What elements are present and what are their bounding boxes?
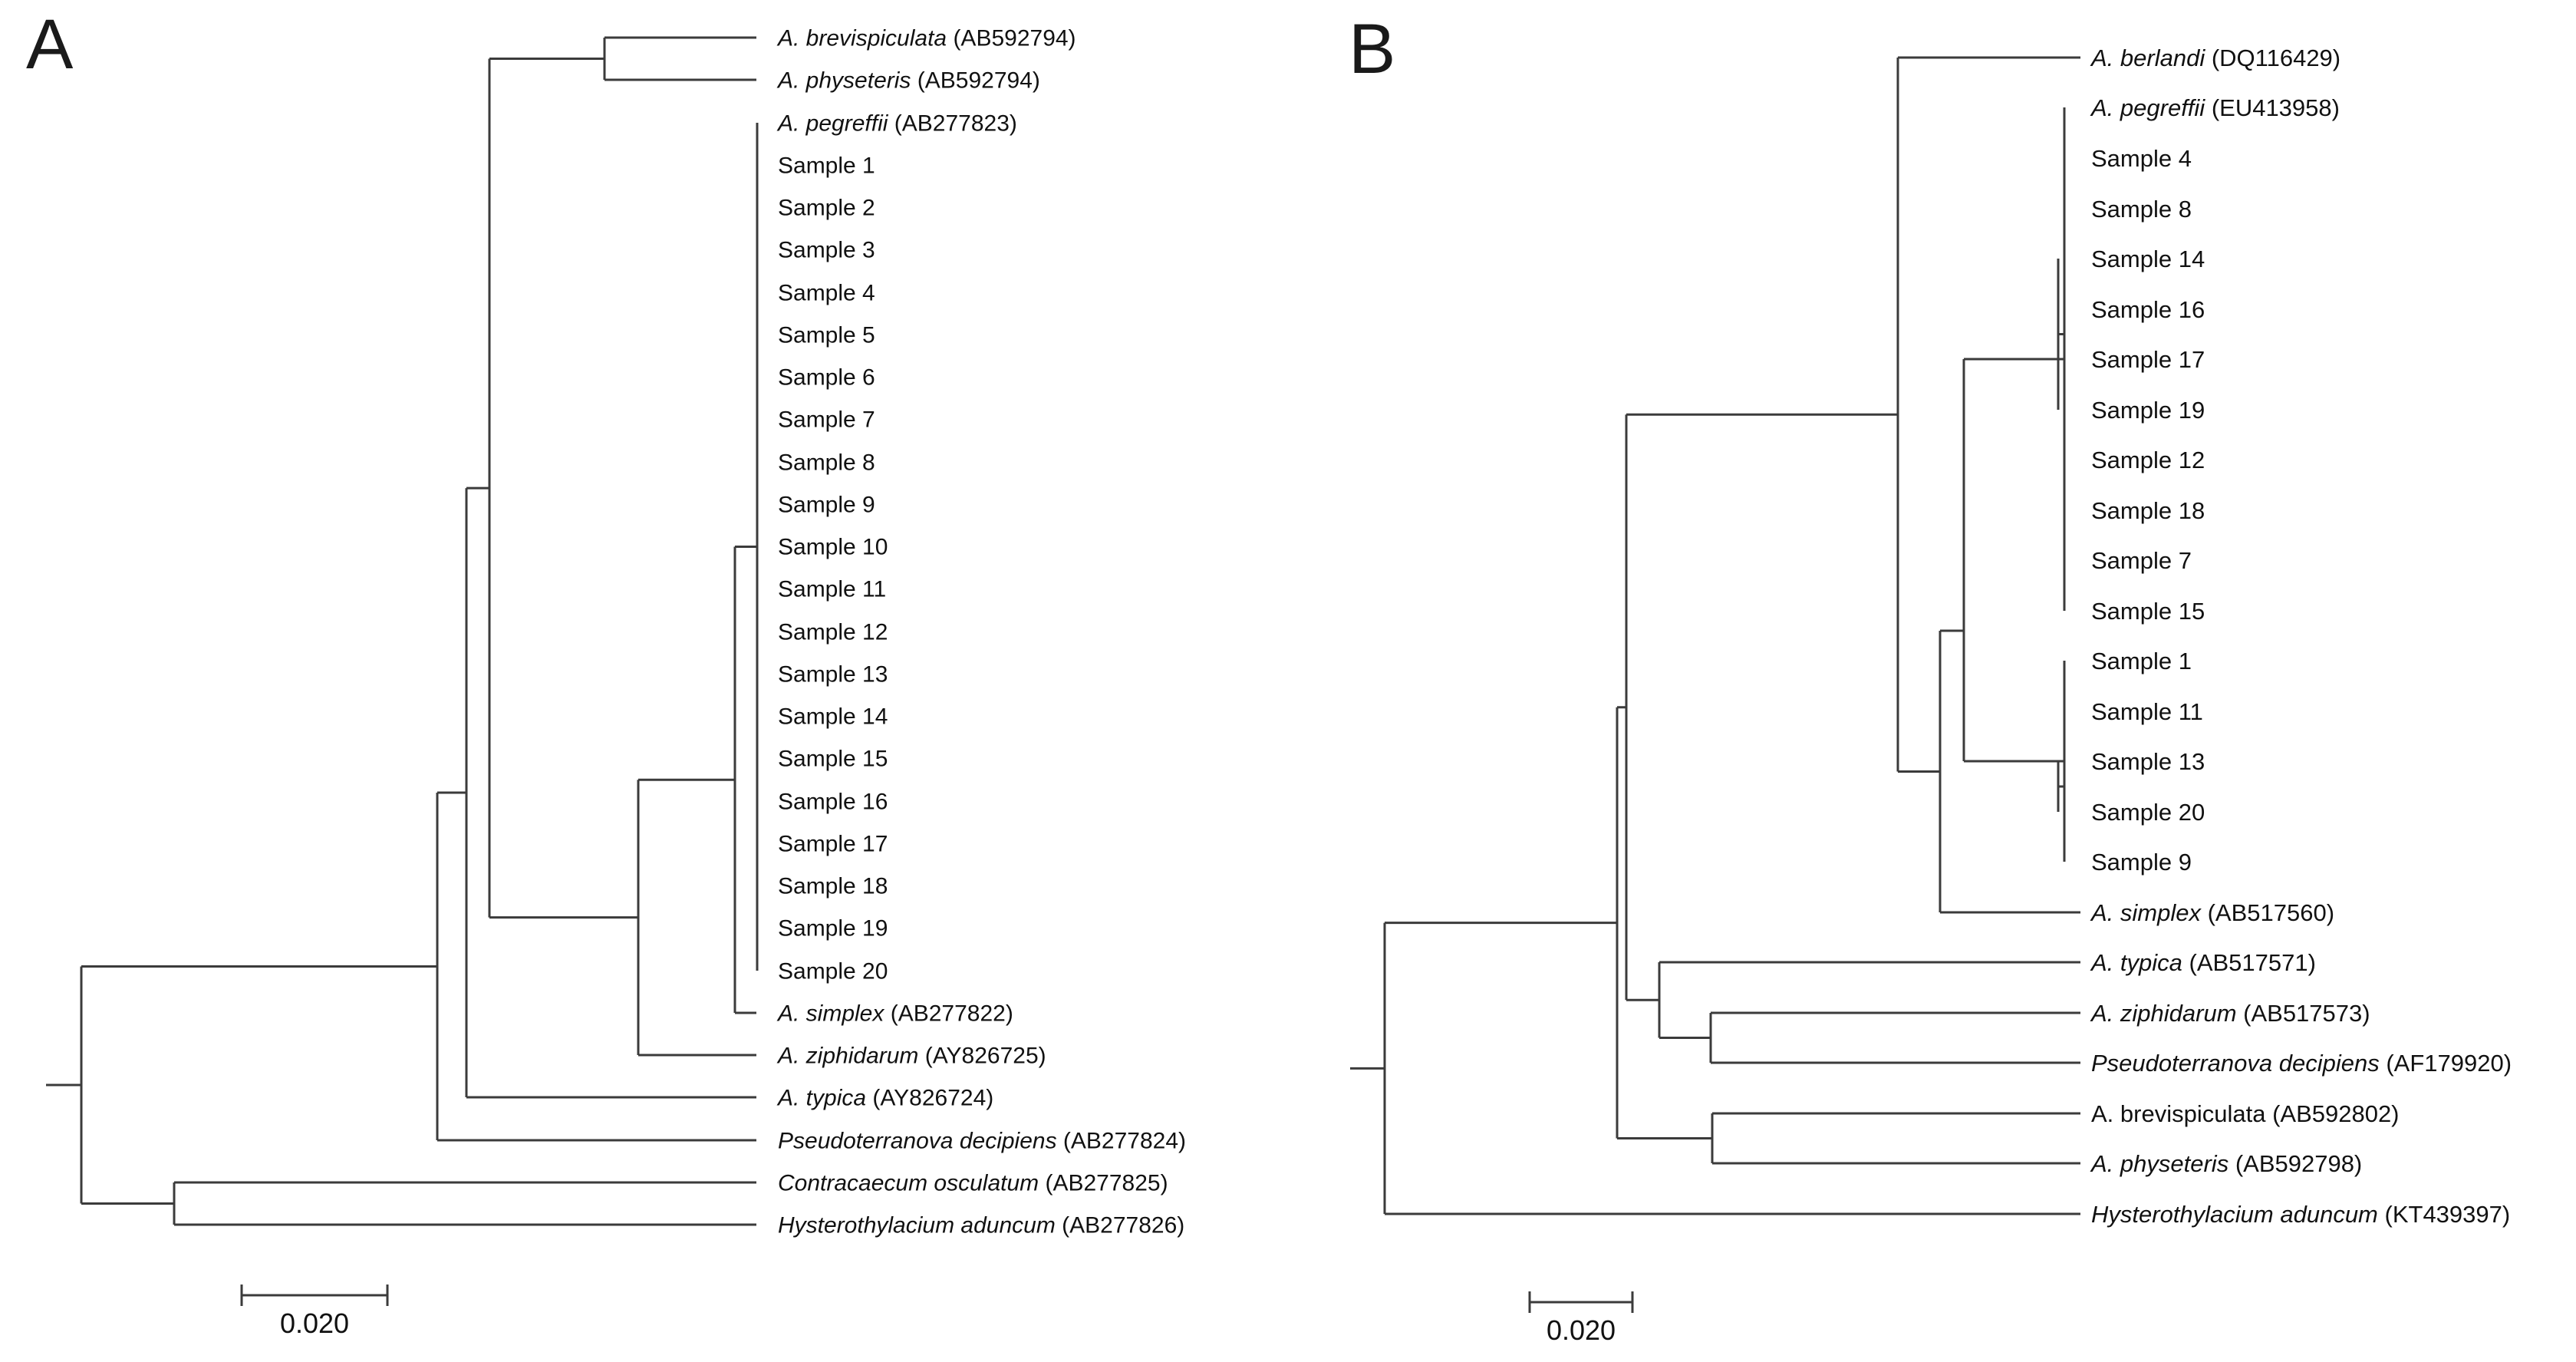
- leaf-label: Sample 9: [2091, 849, 2192, 876]
- leaf-label: Sample 12: [2091, 447, 2205, 473]
- leaf-label: Sample 18: [778, 874, 888, 899]
- leaf-label: Sample 5: [778, 323, 875, 348]
- leaf-label: Pseudoterranova decipiens (AB277824): [778, 1129, 1186, 1154]
- leaf-label: A. ziphidarum (AB517573): [2090, 1000, 2370, 1027]
- leaf-label: Sample 1: [778, 153, 875, 179]
- leaf-label: A. physeteris (AB592794): [776, 68, 1040, 94]
- leaf-label: Sample 17: [2091, 346, 2205, 373]
- leaf-label: Sample 15: [778, 747, 888, 772]
- leaf-label: Sample 15: [2091, 598, 2205, 625]
- leaf-label: Sample 20: [778, 959, 888, 984]
- leaf-label: Sample 16: [778, 790, 888, 815]
- leaf-label: Pseudoterranova decipiens (AF179920): [2091, 1050, 2512, 1077]
- leaf-label: A. typica (AB517571): [2090, 949, 2316, 976]
- leaf-label: Sample 4: [778, 281, 875, 306]
- leaf-label: Sample 1: [2091, 648, 2192, 674]
- leaf-label: Sample 11: [2091, 698, 2203, 725]
- leaf-label: A. physeteris (AB592798): [2090, 1150, 2362, 1177]
- leaf-label: Sample 7: [2091, 547, 2192, 574]
- leaf-label: Sample 6: [778, 365, 875, 391]
- leaf-label: Contracaecum osculatum (AB277825): [778, 1171, 1168, 1196]
- panel-b-scale-bar-label: 0.020: [1546, 1314, 1616, 1346]
- leaf-label: A. typica (AY826724): [776, 1086, 993, 1111]
- leaf-label: Sample 10: [778, 535, 888, 560]
- leaf-label: Sample 13: [778, 662, 888, 688]
- leaf-label: Sample 12: [778, 620, 888, 645]
- leaf-label: A. berlandi (DQ116429): [2090, 45, 2340, 71]
- leaf-label: Hysterothylacium aduncum (KT439397): [2091, 1201, 2510, 1228]
- panel-b-tree: A. berlandi (DQ116429) A. pegreffii (EU41…: [1350, 45, 2512, 1313]
- leaf-label: Sample 3: [778, 238, 875, 263]
- panel-a-scale-bar-label: 0.020: [279, 1308, 350, 1339]
- leaf-label: A. ziphidarum (AY826725): [776, 1044, 1046, 1069]
- leaf-label: A. brevispiculata (AB592802): [2091, 1100, 2400, 1127]
- leaf-label: Sample 2: [778, 196, 875, 221]
- panel-a-letter: A: [26, 5, 74, 84]
- leaf-label: Sample 9: [778, 493, 875, 518]
- leaf-label: Sample 18: [2091, 497, 2205, 524]
- leaf-label: A. pegreffii (EU413958): [2090, 94, 2340, 121]
- leaf-label: A. simplex (AB277822): [776, 1001, 1013, 1027]
- leaf-label: Sample 20: [2091, 799, 2205, 826]
- panel-b-letter: B: [1349, 10, 1396, 88]
- leaf-label: Sample 11: [778, 577, 886, 602]
- leaf-label: A. simplex (AB517560): [2090, 899, 2334, 926]
- leaf-label: Sample 8: [778, 450, 875, 476]
- leaf-label: Sample 19: [778, 916, 888, 942]
- leaf-label: Sample 8: [2091, 196, 2192, 223]
- leaf-label: Sample 13: [2091, 748, 2205, 775]
- leaf-label: Sample 16: [2091, 296, 2205, 323]
- leaf-label: Sample 4: [2091, 145, 2192, 172]
- leaf-label: A. pegreffii (AB277823): [776, 111, 1017, 137]
- leaf-label: Sample 14: [2091, 246, 2205, 272]
- leaf-label: Sample 19: [2091, 397, 2205, 424]
- leaf-label: Hysterothylacium aduncum (AB277826): [778, 1213, 1184, 1238]
- leaf-label: Sample 7: [778, 407, 875, 433]
- leaf-label: A. brevispiculata (AB592794): [776, 26, 1076, 51]
- leaf-label: Sample 17: [778, 832, 888, 857]
- leaf-label: Sample 14: [778, 704, 888, 730]
- panel-a-tree: A. brevispiculata (AB592794) A. physeteri…: [46, 26, 1186, 1306]
